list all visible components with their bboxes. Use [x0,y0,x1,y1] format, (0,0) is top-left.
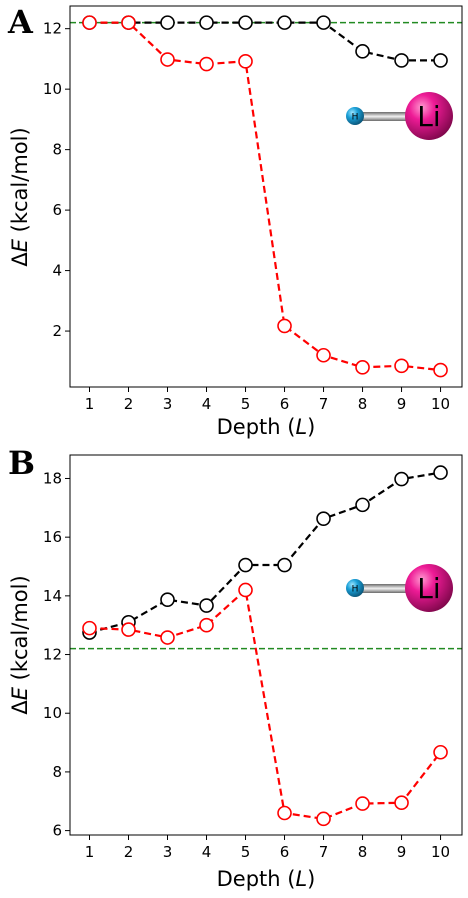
x-axis-title-a: Depth (L) [217,415,316,439]
x-tick-label-b-9: 9 [397,843,407,861]
x-tick-label-b-8: 8 [358,843,368,861]
data-point-b-2-10 [433,744,448,760]
molecule-a: H Li [346,92,453,140]
data-point-b-1-6 [277,557,292,573]
data-point-a-2-3 [160,52,175,67]
y-tick-label-a-12: 12 [43,20,62,38]
hydrogen-label-b: H [352,585,359,595]
series-line-a-2 [89,21,441,372]
series-line-b-1 [89,471,441,634]
data-point-b-1-3 [160,592,175,607]
y-tick-label-a-2: 2 [52,322,62,340]
y-axis-title-a: ΔE (kcal/mol) [8,127,32,266]
series-line-b-2 [89,587,442,821]
x-tick-label-a-5: 5 [241,395,251,413]
x-tick-label-b-2: 2 [124,843,134,861]
data-point-b-1-8 [355,497,370,513]
data-point-a-1-3 [160,15,175,30]
x-tick-label-a-4: 4 [202,395,212,413]
lithium-label-b: Li [417,572,440,605]
y-axis-title-b: ΔE (kcal/mol) [8,575,32,714]
data-point-a-2-10 [433,362,448,378]
x-tick-label-a-3: 3 [163,395,173,413]
y-tick-label-a-4: 4 [52,262,62,280]
x-tick-label-b-6: 6 [280,843,290,861]
data-point-b-1-9 [394,471,409,487]
x-tick-label-b-1: 1 [85,843,95,861]
lithium-label-a: Li [417,100,440,133]
data-point-a-1-10 [433,53,448,68]
data-point-b-1-5 [238,557,253,573]
data-point-b-2-1 [82,620,97,636]
data-point-b-2-8 [355,796,370,811]
x-tick-label-b-4: 4 [202,843,212,861]
y-tick-label-b-14: 14 [43,587,62,605]
data-point-a-2-2 [121,15,136,30]
bond-b [354,584,430,593]
data-point-b-2-2 [121,622,136,637]
y-tick-label-a-8: 8 [52,141,62,159]
hydrogen-atom-a [346,107,364,125]
data-point-b-2-5 [238,582,253,598]
data-point-a-2-6 [277,318,292,334]
panel-label-b: B [8,444,35,482]
x-tick-label-b-5: 5 [241,843,251,861]
panel-label-a: A [7,3,34,41]
data-point-a-1-9 [394,53,409,68]
data-point-b-2-9 [394,795,409,811]
data-point-b-2-3 [160,630,175,645]
y-tick-label-a-6: 6 [52,201,62,219]
y-tick-label-a-10: 10 [43,80,62,98]
axes-frame-a [69,5,463,388]
data-point-b-2-6 [277,805,292,821]
x-tick-label-b-7: 7 [319,843,329,861]
data-point-a-2-1 [82,15,97,30]
y-tick-label-b-8: 8 [52,763,62,781]
x-tick-label-a-7: 7 [319,395,329,413]
data-point-b-2-4 [199,617,214,633]
data-point-a-1-5 [238,15,253,30]
hydrogen-label-a: H [352,113,359,123]
y-tick-label-b-16: 16 [43,528,62,546]
data-point-a-2-5 [238,54,253,69]
x-tick-label-a-9: 9 [397,395,407,413]
x-tick-label-a-6: 6 [280,395,290,413]
data-point-a-1-4 [199,15,214,30]
data-point-a-2-8 [355,360,370,375]
y-tick-label-b-10: 10 [43,704,62,722]
data-point-b-1-10 [433,465,448,480]
lithium-atom-a [405,92,453,140]
molecule-b: H Li [346,564,453,612]
x-tick-label-a-1: 1 [85,395,95,413]
data-point-a-1-6 [277,15,292,30]
data-point-a-1-8 [355,44,370,59]
series-line-a-1 [89,21,441,62]
x-tick-label-a-2: 2 [124,395,134,413]
data-point-b-2-7 [316,811,331,827]
data-point-b-1-7 [316,511,331,526]
bond-a [354,112,430,121]
axes-frame-b [69,454,463,836]
x-tick-label-a-8: 8 [358,395,368,413]
data-point-a-2-7 [316,347,331,363]
y-tick-label-b-18: 18 [43,469,62,487]
y-tick-label-b-6: 6 [52,822,62,840]
x-tick-label-b-3: 3 [163,843,173,861]
x-axis-title-b: Depth (L) [217,867,316,891]
data-point-a-2-4 [199,56,214,72]
x-tick-label-a-10: 10 [431,395,450,413]
data-point-a-2-9 [394,358,409,374]
y-tick-label-b-12: 12 [43,646,62,664]
data-point-b-1-4 [199,598,214,613]
x-tick-label-b-10: 10 [431,843,450,861]
hydrogen-atom-b [346,579,364,597]
data-point-a-1-7 [316,15,331,30]
lithium-atom-b [405,564,453,612]
